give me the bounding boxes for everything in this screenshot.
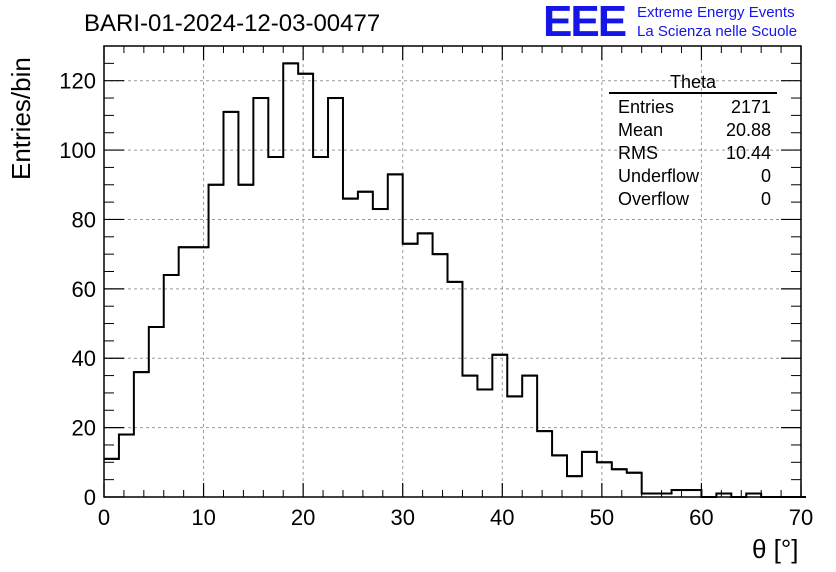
- stats-label: Mean: [618, 120, 664, 140]
- stats-row-underflow: Underflow 0: [609, 165, 777, 188]
- stats-label: RMS: [618, 143, 658, 163]
- y-tick-label: 120: [59, 69, 96, 94]
- stats-row-overflow: Overflow 0: [609, 188, 777, 211]
- y-tick-label: 20: [72, 416, 96, 441]
- axis-tick-labels: 0 10 20 30 40 50 60 70 0 20 40 60 80 100 120: [59, 69, 813, 530]
- logo-line-1: Extreme Energy Events: [637, 4, 795, 21]
- stats-value: 2171: [730, 97, 771, 117]
- y-axis-label: Entries/bin: [6, 57, 36, 180]
- stats-box: Theta Entries 2171 Mean 20.88 RMS 10.44 Und…: [609, 72, 777, 211]
- x-tick-label: 30: [390, 505, 414, 530]
- y-tick-label: 40: [72, 346, 96, 371]
- stats-row-entries: Entries 2171: [609, 96, 777, 119]
- grid-lines: [104, 46, 801, 497]
- stats-label: Overflow: [618, 189, 690, 209]
- eee-logo: EEE: [543, 0, 627, 46]
- histogram-series: [104, 62, 806, 498]
- x-tick-label: 0: [98, 505, 110, 530]
- stats-name: Theta: [609, 72, 777, 94]
- x-tick-label: 60: [689, 505, 713, 530]
- y-tick-label: 80: [72, 207, 96, 232]
- stats-value: 0: [760, 166, 771, 186]
- stats-label: Underflow: [618, 166, 700, 186]
- stats-value: 20.88: [725, 120, 771, 140]
- logo-caption: Extreme Energy Events La Scienza nelle S…: [637, 3, 797, 41]
- stats-label: Entries: [618, 97, 675, 117]
- chart-title: BARI-01-2024-12-03-00477: [84, 10, 381, 37]
- y-tick-label: 100: [59, 138, 96, 163]
- x-tick-label: 10: [191, 505, 215, 530]
- stats-row-rms: RMS 10.44: [609, 142, 777, 165]
- axis-ticks: [103, 45, 802, 498]
- x-tick-label: 20: [291, 505, 315, 530]
- stats-value: 0: [760, 189, 771, 209]
- y-tick-label: 60: [72, 277, 96, 302]
- x-axis-label: θ [°]: [752, 534, 799, 564]
- x-tick-label: 50: [590, 505, 614, 530]
- stats-value: 10.44: [725, 143, 771, 163]
- logo-line-2: La Scienza nelle Scuole: [637, 23, 798, 40]
- x-tick-label: 40: [490, 505, 514, 530]
- x-tick-label: 70: [789, 505, 813, 530]
- y-tick-label: 0: [84, 485, 96, 510]
- stats-row-mean: Mean 20.88: [609, 119, 777, 142]
